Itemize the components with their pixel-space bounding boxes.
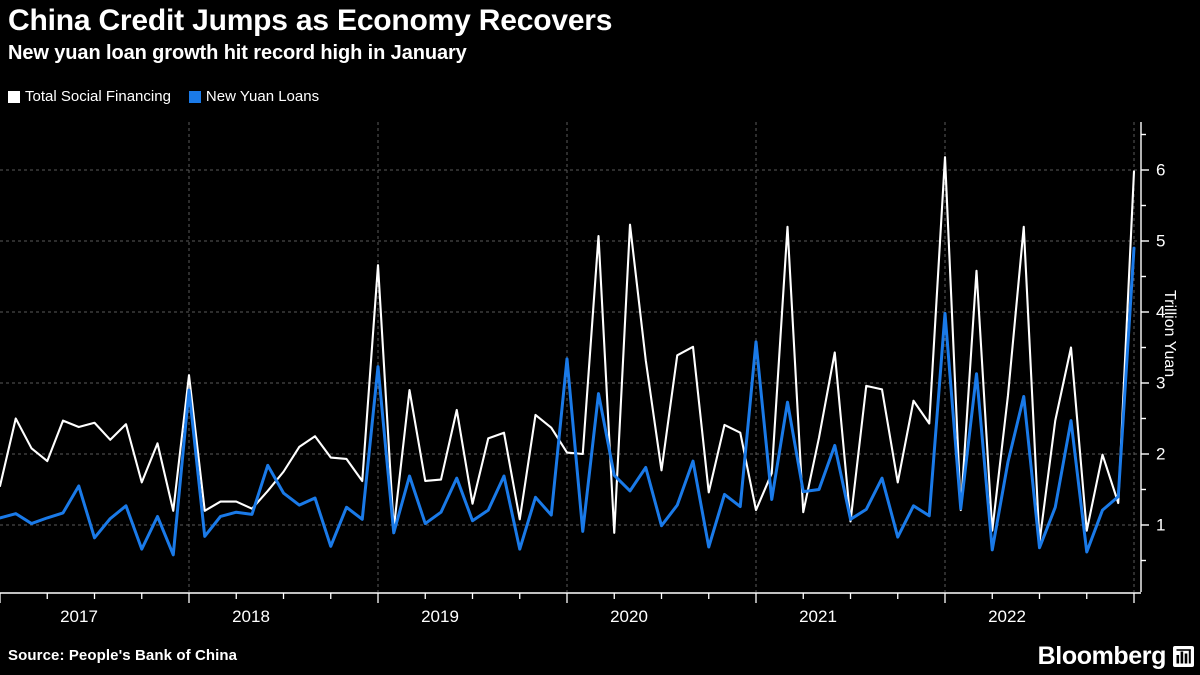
bloomberg-brand: Bloomberg xyxy=(1038,642,1194,671)
page-title: China Credit Jumps as Economy Recovers xyxy=(8,4,613,37)
x-axis-tick-label: 2019 xyxy=(421,607,459,626)
y-axis-tick-label: 2 xyxy=(1156,444,1166,464)
x-axis-tick-label: 2018 xyxy=(232,607,270,626)
x-axis-tick-label: 2020 xyxy=(610,607,648,626)
bloomberg-wordmark: Bloomberg xyxy=(1037,642,1167,670)
legend-swatch-icon xyxy=(188,90,201,103)
legend-item-total-social-financing[interactable]: Total Social Financing xyxy=(8,89,171,104)
legend-item-label: New Yuan Loans xyxy=(205,88,320,105)
plot-area xyxy=(0,122,1140,592)
x-axis: 2017 2018 2019 2020 2021 2022 xyxy=(0,592,1200,638)
plot-svg xyxy=(0,122,1140,592)
legend-item-new-yuan-loans[interactable]: New Yuan Loans xyxy=(188,88,320,105)
chart-header: China Credit Jumps as Economy Recovers N… xyxy=(0,0,1200,65)
chart-footer: Source: People's Bank of China Bloomberg xyxy=(0,642,1200,675)
horizontal-gridlines xyxy=(0,169,1140,526)
x-axis-tick-label: 2017 xyxy=(60,607,98,626)
y-axis-tick-marks xyxy=(1141,133,1149,562)
x-axis-tick-label: 2022 xyxy=(988,607,1026,626)
y-axis-tick-label: 3 xyxy=(1156,373,1166,393)
chart-legend: Total Social Financing New Yuan Loans xyxy=(8,89,319,104)
source-note: Source: People's Bank of China xyxy=(8,647,238,664)
y-axis-tick-label: 5 xyxy=(1156,231,1166,251)
y-axis-tick-label: 4 xyxy=(1156,302,1166,322)
y-axis-title: Trillion Yuan xyxy=(1161,290,1178,378)
legend-item-label: Total Social Financing xyxy=(25,88,171,105)
y-axis-tick-label: 6 xyxy=(1156,160,1166,180)
x-axis-tick-label: 2021 xyxy=(799,607,837,626)
y-axis-svg xyxy=(1140,122,1149,592)
vertical-gridlines xyxy=(188,122,1135,592)
bloomberg-terminal-icon xyxy=(1173,646,1194,667)
x-axis-svg xyxy=(0,592,1141,603)
y-axis: 6 5 4 3 2 1 xyxy=(1140,122,1200,592)
series-line-total-social-financing xyxy=(0,156,1136,544)
x-axis-tick-marks xyxy=(0,593,1135,603)
y-axis-tick-label: 1 xyxy=(1156,515,1166,535)
legend-swatch-icon xyxy=(8,90,20,103)
page-subtitle: New yuan loan growth hit record high in … xyxy=(8,42,467,64)
series-line-new-yuan-loans xyxy=(0,246,1136,557)
